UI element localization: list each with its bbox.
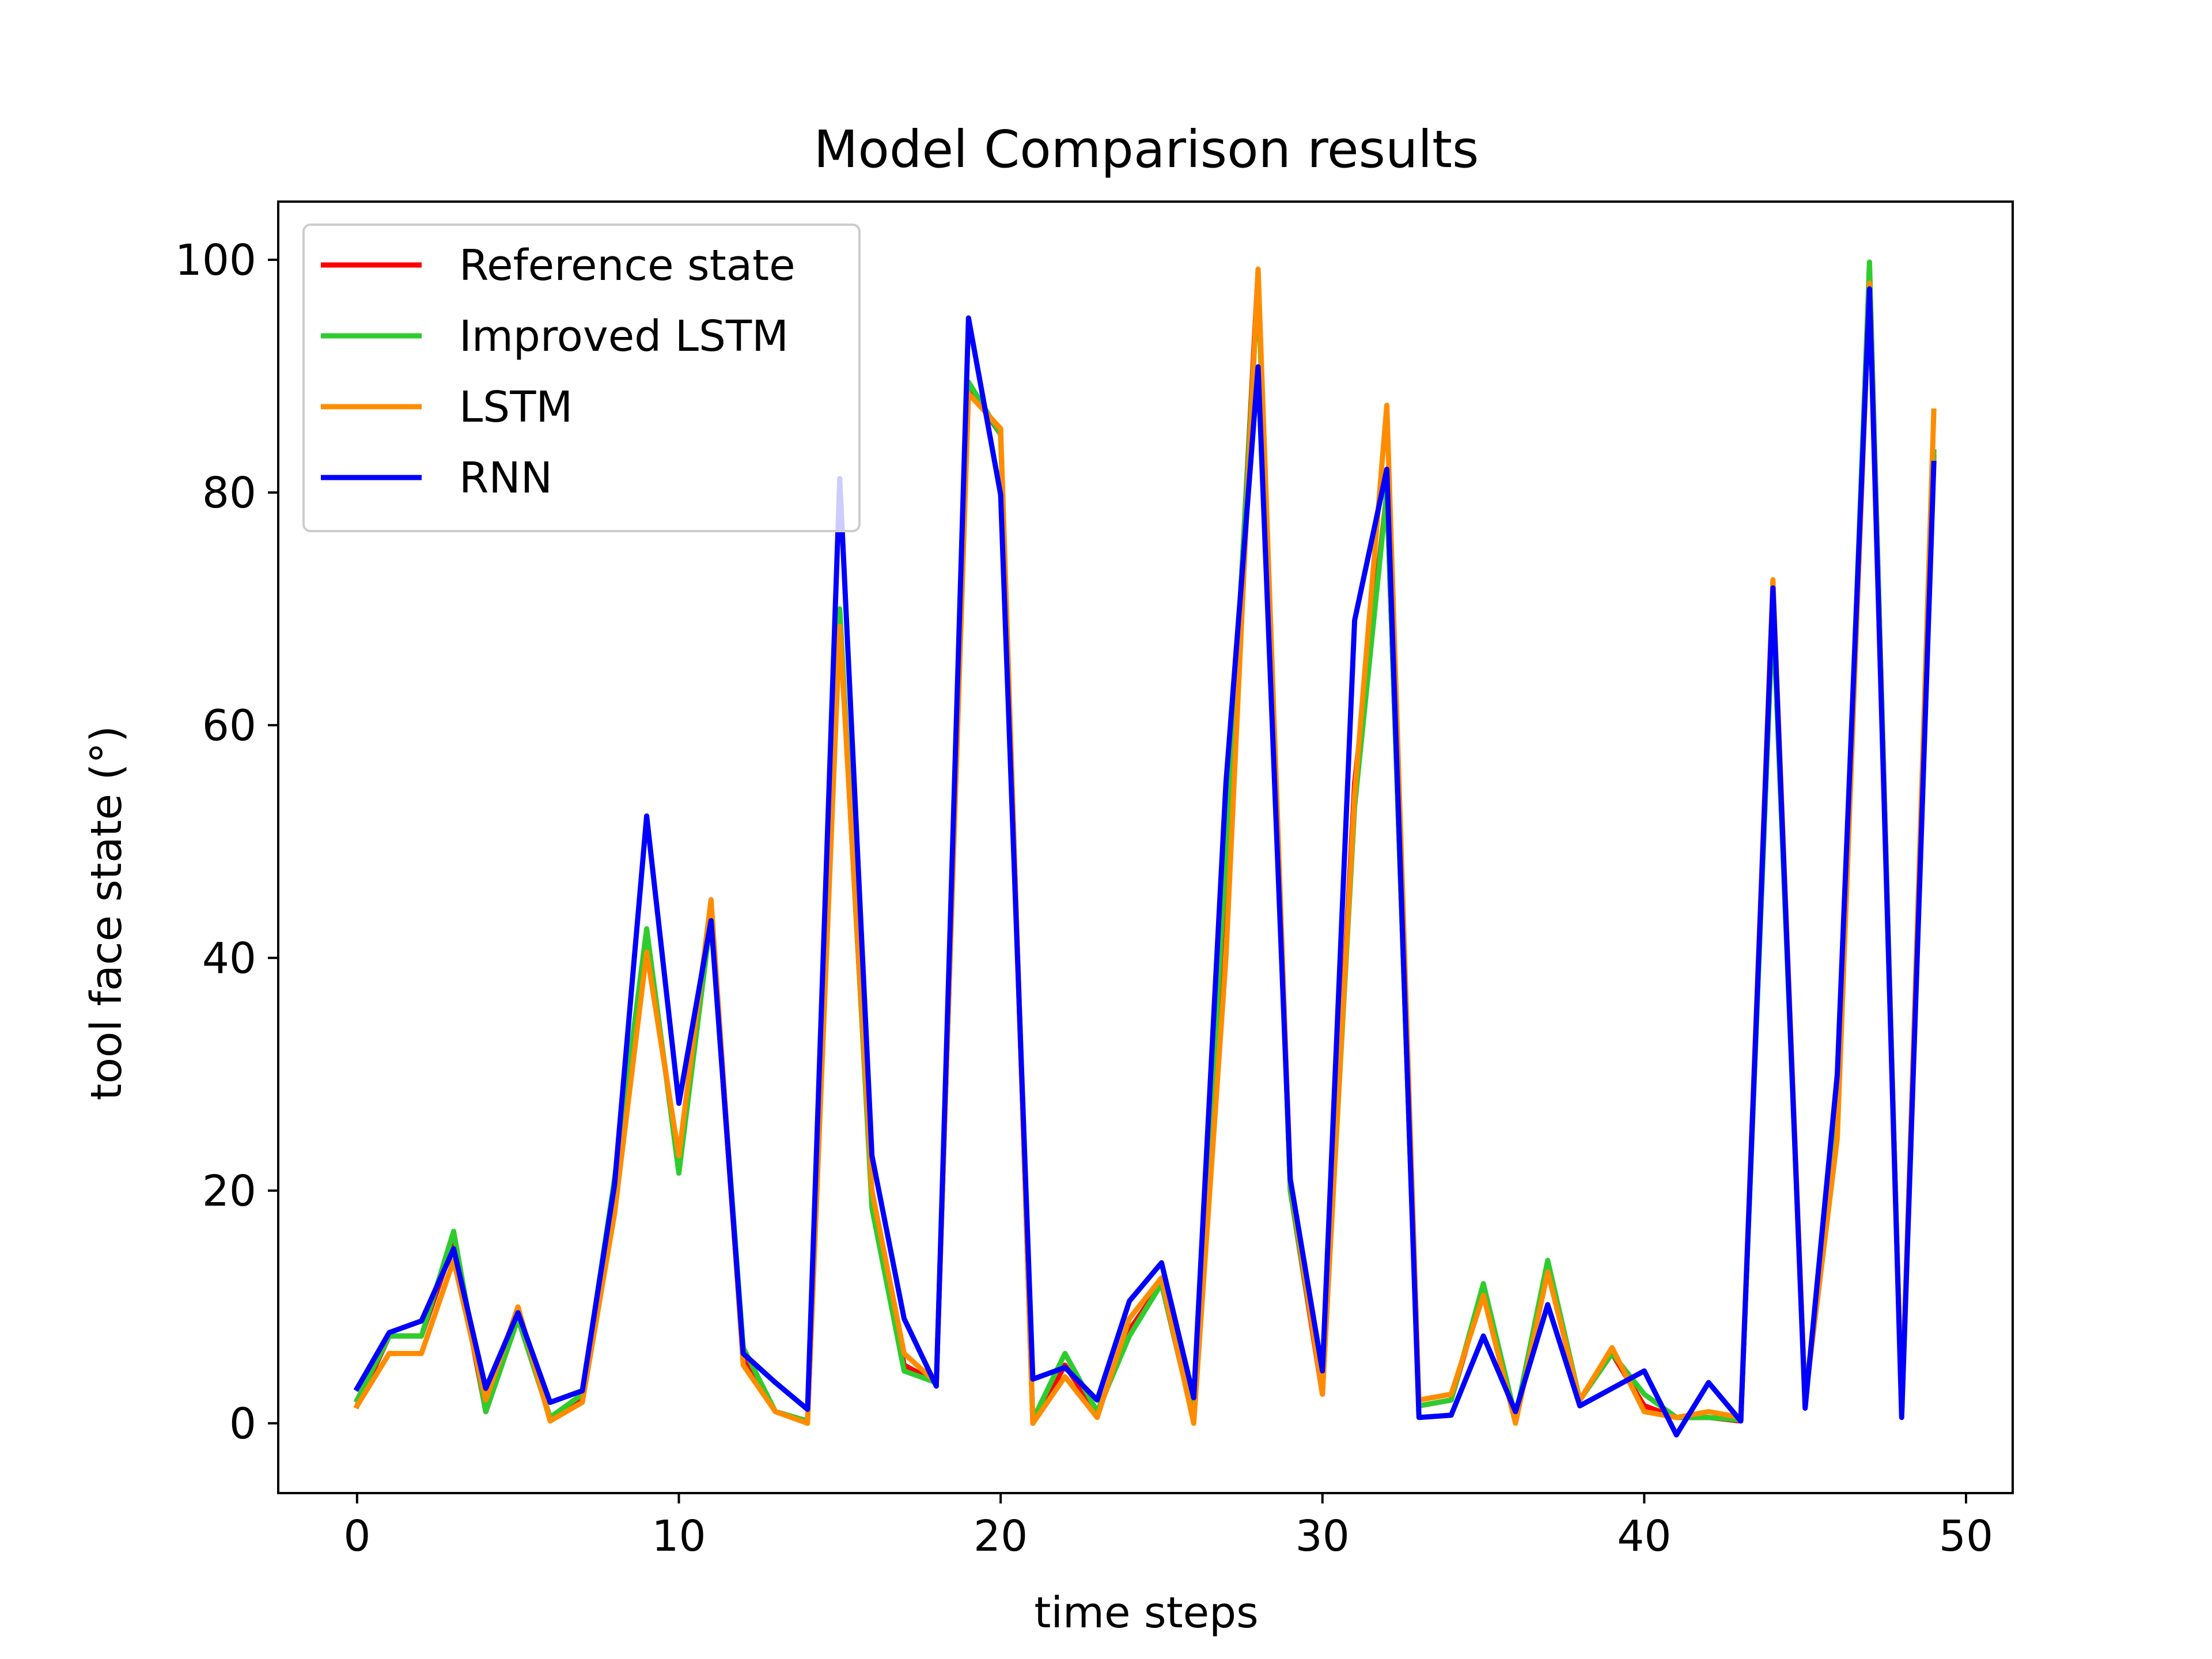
x-tick-label: 40 (1617, 1512, 1671, 1561)
y-tick-label: 20 (202, 1166, 256, 1216)
legend-label: Reference state (459, 241, 796, 290)
x-tick-label: 20 (974, 1512, 1028, 1561)
series-layer (353, 259, 1937, 1438)
y-tick-label: 80 (202, 468, 256, 518)
y-tick-label: 0 (229, 1399, 256, 1449)
legend-label: RNN (459, 453, 552, 503)
y-axis-label: tool face state (°) (82, 726, 131, 1101)
legend-label: Improved LSTM (459, 312, 789, 361)
series-line-lstm (353, 266, 1937, 1426)
series-line-rnn (353, 286, 1937, 1438)
y-tick-label: 60 (202, 701, 256, 751)
chart-title: Model Comparison results (814, 119, 1479, 179)
axes-layer: 0 10 20 30 40 50 0 20 40 60 80 100 (175, 200, 2014, 1561)
y-tick-label: 100 (175, 236, 256, 285)
x-tick-label: 10 (652, 1512, 706, 1561)
legend-label: LSTM (459, 382, 573, 432)
y-tick-label: 40 (202, 934, 256, 983)
legend: Reference state Improved LSTM LSTM RNN (302, 224, 861, 532)
legend-box (302, 224, 861, 532)
x-axis-label: time steps (1034, 1588, 1258, 1638)
x-tick-label: 30 (1296, 1512, 1350, 1561)
x-tick-label: 0 (343, 1512, 370, 1561)
axes-frame (277, 200, 2014, 1494)
x-tick-label: 50 (1939, 1512, 1993, 1561)
